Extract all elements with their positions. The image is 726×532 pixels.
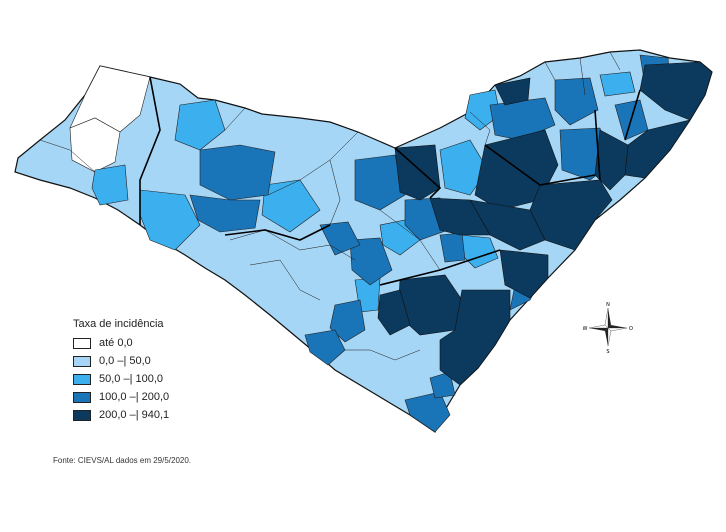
region-dark-2 <box>494 77 531 106</box>
region-dark-9 <box>499 249 549 299</box>
region-white-b <box>69 117 121 173</box>
region-blue-2 <box>189 194 261 233</box>
legend-label: até 0,0 <box>99 337 133 349</box>
legend-item: 100,0 –| 200,0 <box>73 388 169 406</box>
region-mid-10 <box>599 71 636 97</box>
compass-west: W <box>583 326 588 332</box>
compass-north: N <box>606 302 610 308</box>
source-note: Fonte: CIEVS/AL dados em 29/5/2020. <box>53 456 192 465</box>
region-dark-6 <box>639 61 713 121</box>
map-legend: Taxa de incidência até 0,0 0,0 –| 50,0 5… <box>73 318 169 424</box>
region-mid-1 <box>174 99 226 151</box>
legend-item: até 0,0 <box>73 334 169 352</box>
region-mid-6 <box>464 89 501 131</box>
legend-label: 200,0 –| 940,1 <box>99 409 170 421</box>
legend-swatch <box>73 391 91 403</box>
region-mid-2 <box>91 164 129 206</box>
legend-title: Taxa de incidência <box>73 318 164 330</box>
region-mid-4 <box>261 179 321 233</box>
region-blue-11 <box>304 329 346 366</box>
legend-label: 100,0 –| 200,0 <box>99 391 170 403</box>
region-blue-3 <box>354 154 406 211</box>
region-dark-12 <box>439 289 511 386</box>
region-dark-8 <box>594 129 629 191</box>
legend-label: 50,0 –| 100,0 <box>99 373 164 385</box>
legend-swatch <box>73 373 91 385</box>
compass-east: O <box>629 326 633 332</box>
region-blue-13 <box>429 371 456 399</box>
legend-label: 0,0 –| 50,0 <box>99 355 151 367</box>
region-dark-11 <box>377 289 411 336</box>
legend-swatch <box>73 337 91 349</box>
legend-swatch <box>73 409 91 421</box>
compass-south: S <box>606 349 609 355</box>
legend-item: 50,0 –| 100,0 <box>73 370 169 388</box>
region-blue-10 <box>329 299 366 343</box>
compass-rose-icon: N S W O <box>583 302 633 355</box>
legend-swatch <box>73 355 91 367</box>
legend-item: 0,0 –| 50,0 <box>73 352 169 370</box>
region-dark-13 <box>429 197 491 236</box>
region-blue-8 <box>349 237 393 286</box>
regional-boundaries <box>139 76 641 286</box>
region-blue-5 <box>554 77 599 126</box>
legend-item: 200,0 –| 940,1 <box>73 406 169 424</box>
